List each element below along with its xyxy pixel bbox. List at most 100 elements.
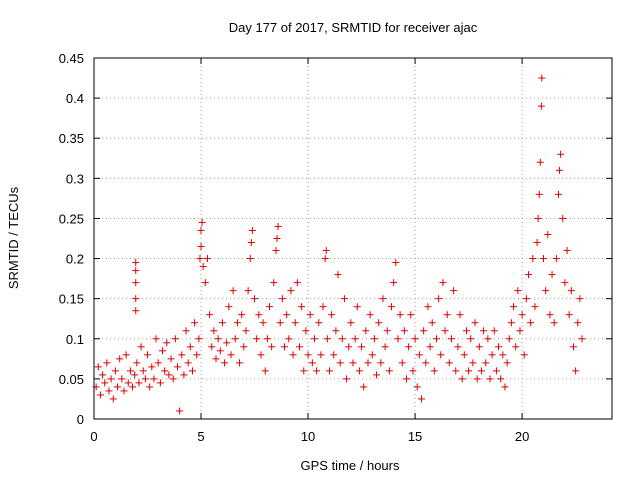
data-point xyxy=(542,287,550,295)
data-point xyxy=(512,343,520,351)
data-point xyxy=(313,367,321,375)
data-point xyxy=(343,375,351,383)
data-point xyxy=(193,351,201,359)
data-point xyxy=(132,279,140,287)
data-point xyxy=(111,367,119,375)
data-point xyxy=(336,359,344,367)
data-point xyxy=(263,335,271,343)
data-point xyxy=(422,359,430,367)
y-tick-label: 0.45 xyxy=(59,51,84,66)
data-point xyxy=(257,351,265,359)
data-point xyxy=(293,279,301,287)
data-point xyxy=(424,303,432,311)
data-point xyxy=(218,319,226,327)
data-point xyxy=(315,319,323,327)
data-point xyxy=(516,327,524,335)
data-point xyxy=(196,255,204,263)
data-point xyxy=(403,375,411,383)
data-point xyxy=(272,247,280,255)
data-point xyxy=(295,343,303,351)
data-point xyxy=(362,327,370,335)
data-point xyxy=(144,351,152,359)
data-point xyxy=(152,335,160,343)
data-point xyxy=(163,339,171,347)
data-point xyxy=(460,351,468,359)
data-point xyxy=(150,375,158,383)
data-point xyxy=(518,311,526,319)
data-point xyxy=(330,351,338,359)
data-point xyxy=(236,359,244,367)
data-point xyxy=(484,335,492,343)
data-point xyxy=(132,259,140,267)
data-point xyxy=(273,235,281,242)
data-point xyxy=(360,383,368,391)
data-point xyxy=(154,359,162,367)
grid-lines xyxy=(94,58,612,419)
data-point xyxy=(417,395,425,403)
data-point xyxy=(302,327,310,335)
data-point xyxy=(522,295,530,303)
data-point xyxy=(557,150,565,158)
data-point xyxy=(497,375,505,383)
x-axis-label: GPS time / hours xyxy=(301,458,400,473)
data-point xyxy=(310,335,318,343)
data-point xyxy=(379,295,387,303)
data-point xyxy=(182,327,190,335)
data-point xyxy=(225,303,233,311)
data-point xyxy=(238,311,246,319)
data-point xyxy=(223,339,231,347)
data-point xyxy=(197,226,205,234)
data-point xyxy=(377,359,385,367)
data-point xyxy=(114,383,122,391)
data-point xyxy=(552,255,560,263)
data-point xyxy=(480,327,488,335)
data-point xyxy=(167,355,175,363)
data-point xyxy=(201,279,209,287)
y-axis-label: SRMTID / TECUs xyxy=(6,186,21,289)
data-point xyxy=(450,287,458,295)
axis-ticks xyxy=(93,57,612,420)
data-point xyxy=(184,359,192,367)
data-point xyxy=(569,343,577,351)
data-point xyxy=(578,335,586,343)
data-point xyxy=(535,190,543,198)
data-point xyxy=(465,367,473,375)
chart-title: Day 177 of 2017, SRMTID for receiver aja… xyxy=(229,20,478,35)
data-point xyxy=(358,343,366,351)
data-point xyxy=(482,359,490,367)
data-point xyxy=(572,367,580,375)
data-point xyxy=(441,327,449,335)
data-point xyxy=(364,359,372,367)
data-point xyxy=(212,355,220,363)
data-point xyxy=(544,230,552,238)
data-point xyxy=(525,271,533,279)
data-point xyxy=(188,367,196,375)
data-point xyxy=(505,335,513,343)
data-point xyxy=(165,371,173,379)
data-point xyxy=(405,343,413,351)
data-point xyxy=(383,327,391,335)
data-point xyxy=(208,343,216,351)
data-point xyxy=(473,375,481,383)
data-point xyxy=(180,371,188,379)
data-point xyxy=(338,335,346,343)
data-point xyxy=(233,319,241,327)
data-point xyxy=(139,367,147,375)
data-point xyxy=(227,351,235,359)
data-point xyxy=(283,311,291,319)
y-tick-label: 0.05 xyxy=(59,372,84,387)
data-point xyxy=(244,287,252,295)
data-point xyxy=(537,102,545,110)
data-point xyxy=(467,335,475,343)
data-point xyxy=(101,379,109,387)
x-tick-label: 5 xyxy=(197,429,204,444)
data-point xyxy=(231,335,239,343)
data-point xyxy=(216,347,224,355)
data-point xyxy=(103,359,111,367)
data-point xyxy=(462,327,470,335)
data-point xyxy=(199,263,207,271)
data-point xyxy=(221,359,229,367)
data-point xyxy=(373,371,381,379)
data-point xyxy=(197,243,205,251)
data-point xyxy=(550,319,558,327)
